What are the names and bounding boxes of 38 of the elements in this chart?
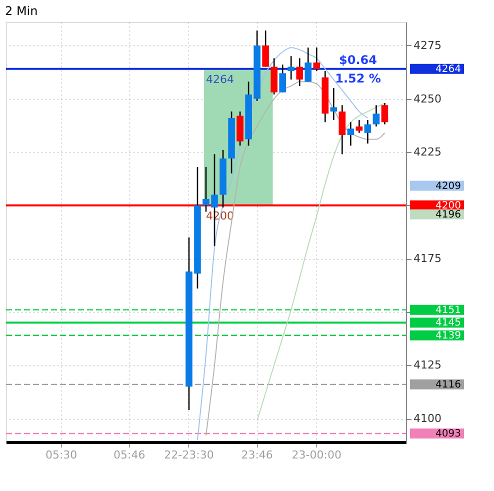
ref-line-label: 4093 xyxy=(436,428,461,440)
candlestick xyxy=(356,119,363,134)
x-tick-label: 23:46 xyxy=(241,448,273,462)
y-tick-label: 4175 xyxy=(414,252,442,266)
chart-title: 2 Min xyxy=(5,4,38,18)
annotation: $0.64 xyxy=(339,52,377,67)
text: 4209 xyxy=(436,180,461,192)
candlestick xyxy=(262,30,269,68)
candlestick xyxy=(296,58,304,87)
y-tick-label: 4100 xyxy=(414,412,442,426)
ref-line-label: 4264 xyxy=(206,72,234,86)
candlestick xyxy=(338,104,346,155)
annotation: 1.52 % xyxy=(335,72,381,86)
text: 4196 xyxy=(436,209,461,220)
y-tick-label: 4225 xyxy=(414,146,442,159)
ref-line-label: 4145 xyxy=(436,318,461,329)
x-tick-label: 22-23:30 xyxy=(164,448,214,462)
candlestick xyxy=(279,64,286,94)
candlestick xyxy=(304,46,312,82)
x-tick-label: 23-00:00 xyxy=(292,448,342,462)
y-tick-label: 4125 xyxy=(414,358,442,372)
candlestick xyxy=(288,55,295,80)
y-tick-label: 4250 xyxy=(414,92,442,106)
candlestick xyxy=(364,119,372,144)
y-tick-label: 4275 xyxy=(414,38,442,52)
ref-line-label: 4151 xyxy=(436,304,461,316)
candlestick xyxy=(313,46,320,72)
x-tick-label: 05:30 xyxy=(45,448,78,462)
text: 4200 xyxy=(436,200,461,212)
candlestick xyxy=(381,102,388,125)
candlestick xyxy=(330,87,338,121)
line-series xyxy=(256,102,386,422)
candlestick xyxy=(347,122,354,146)
text: 4264 xyxy=(436,64,461,75)
ref-line-label: 4139 xyxy=(436,330,461,342)
x-tick-label: 05:46 xyxy=(114,448,146,462)
ref-line-label: 4116 xyxy=(436,379,461,390)
candlestick xyxy=(372,104,380,128)
